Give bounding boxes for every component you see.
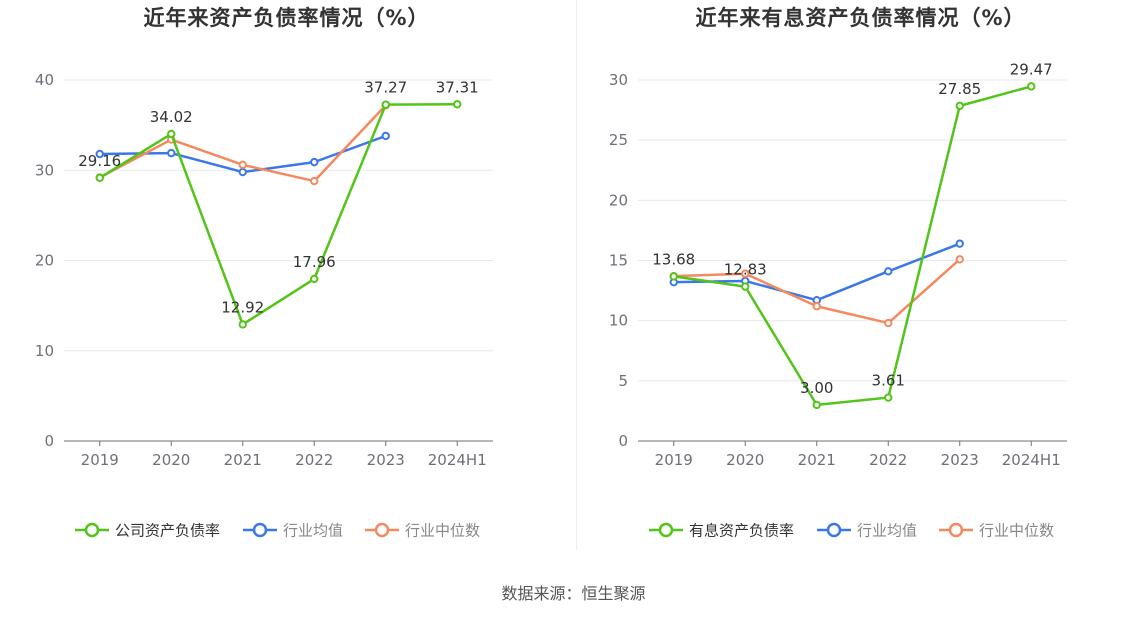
x-tick-label: 2021 [798, 451, 836, 469]
legend-marker [658, 522, 674, 538]
series-line [673, 85, 1032, 407]
data-label: 27.85 [938, 80, 981, 98]
x-tick-label: 2023 [941, 451, 979, 469]
x-tick-label: 2019 [655, 451, 693, 469]
x-tick-label: 2020 [726, 451, 764, 469]
data-label: 17.96 [293, 253, 336, 271]
data-point [884, 267, 893, 276]
legend-label: 行业中位数 [405, 522, 480, 540]
data-point [310, 274, 319, 284]
debt-ratio-chart: 0 10 20 30 40 2019 2020 2021 2022 2023 2024H1 29.16… [35, 71, 493, 540]
data-point [812, 400, 821, 410]
y-tick-label: 25 [609, 131, 628, 149]
legend-item: 行业均值 [817, 522, 917, 540]
legend-item: 行业中位数 [365, 522, 480, 540]
legend-item: 公司资产负债率 [75, 522, 220, 540]
y-tick-label: 30 [609, 71, 628, 89]
data-point [955, 255, 964, 264]
panel-divider [576, 0, 577, 550]
data-label: 3.61 [872, 372, 905, 390]
series-line [673, 242, 961, 302]
data-label: 12.92 [221, 298, 264, 316]
x-tick-label: 2023 [367, 451, 405, 469]
data-point [741, 282, 750, 291]
x-tick-label: 2021 [224, 451, 262, 469]
data-label: 3.00 [800, 379, 833, 397]
data-label: 12.83 [724, 261, 767, 279]
legend-marker [252, 522, 268, 538]
legend-label: 公司资产负债率 [115, 522, 220, 540]
data-point [310, 157, 319, 167]
y-tick-label: 30 [35, 161, 54, 179]
data-point [884, 393, 893, 402]
y-tick-label: 20 [609, 191, 628, 209]
data-point [381, 131, 390, 141]
y-tick-label: 10 [609, 312, 628, 330]
data-point [95, 149, 104, 159]
legend-marker [374, 522, 390, 538]
data-point [741, 269, 750, 278]
legend-label: 行业均值 [283, 522, 343, 540]
legend-marker [948, 522, 964, 538]
data-point [310, 176, 319, 186]
data-point [955, 239, 964, 248]
data-point [238, 167, 247, 177]
x-tick-label: 2019 [81, 451, 119, 469]
data-point [884, 318, 893, 328]
legend-marker [84, 522, 100, 538]
legend-item: 行业均值 [243, 522, 343, 540]
y-tick-label: 15 [609, 252, 628, 270]
legend-item: 行业中位数 [939, 522, 1054, 540]
x-tick-label: 2024H1 [428, 451, 487, 469]
chart-title: 近年来资产负债率情况（%） [143, 6, 430, 30]
chart-panel-left: 近年来资产负债率情况（%） 0 10 20 30 40 2019 2020 2021 2022 2… [0, 0, 573, 560]
y-tick-label: 20 [35, 252, 54, 270]
data-point [955, 101, 964, 111]
interest-bearing-debt-ratio-chart: 0 5 10 15 20 25 30 2019 2020 2021 2022 2023 2024H1 13… [609, 60, 1067, 540]
x-tick-label: 2022 [295, 451, 333, 469]
data-point [381, 100, 390, 109]
data-label: 37.27 [364, 79, 407, 97]
y-tick-label: 40 [35, 71, 54, 89]
x-tick-label: 2024H1 [1002, 451, 1061, 469]
data-label: 37.31 [436, 78, 479, 96]
data-label: 13.68 [652, 250, 695, 268]
data-point [669, 272, 678, 281]
data-point [238, 320, 247, 329]
data-point [812, 302, 821, 311]
data-point [238, 160, 247, 170]
data-point [1027, 82, 1036, 91]
data-source: 数据来源：恒生聚源 [501, 584, 646, 603]
data-point [167, 148, 176, 158]
legend-label: 行业均值 [857, 522, 917, 540]
x-tick-label: 2022 [869, 451, 907, 469]
data-label: 34.02 [150, 108, 193, 126]
chart-title: 近年来有息资产负债率情况（%） [695, 6, 1026, 30]
data-point [95, 173, 104, 183]
legend-marker [826, 522, 842, 538]
y-tick-label: 10 [35, 342, 54, 360]
legend-label: 行业中位数 [979, 522, 1054, 540]
chart-panel-right: 近年来有息资产负债率情况（%） 0 5 10 15 20 25 30 2019 2020 2021… [574, 0, 1147, 560]
data-point [453, 100, 462, 109]
x-tick-label: 2020 [152, 451, 190, 469]
series-line [99, 103, 458, 326]
y-tick-label: 0 [618, 432, 628, 450]
y-tick-label: 5 [618, 372, 628, 390]
series-line [673, 258, 961, 325]
data-label: 29.16 [78, 152, 121, 170]
data-label: 29.47 [1010, 60, 1053, 78]
data-point [167, 129, 176, 139]
y-tick-label: 0 [44, 432, 54, 450]
legend-item: 有息资产负债率 [649, 522, 794, 540]
legend-label: 有息资产负债率 [689, 522, 794, 540]
